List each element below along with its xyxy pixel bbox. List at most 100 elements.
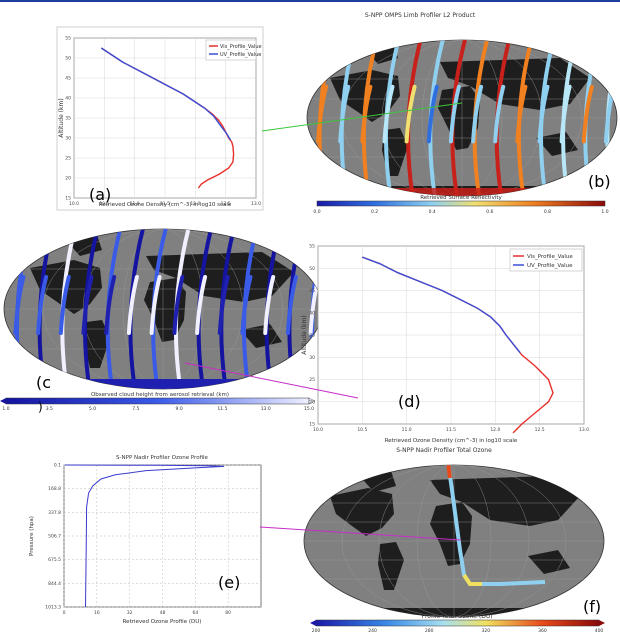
orbit-swath-segment [537, 84, 550, 144]
map-f-orbit-track [446, 465, 546, 586]
colorbar-c [5, 397, 310, 405]
panel-a-x-ticks: 10.0 10.5 11.0 11.5 12.0 12.5 13.0 [69, 201, 261, 207]
panel-f: S-NPP Nadir Profiler Total Ozone Pro [303, 447, 605, 632]
panel-b-title: S-NPP OMPS Limb Profiler L2 Product [365, 12, 476, 19]
panel-d-y-ticks: 15 20 25 30 35 40 45 50 55 [309, 244, 315, 428]
y-tick-label: 55 [65, 36, 71, 42]
series-line [362, 256, 521, 354]
panel-e-title: S-NPP Nadir Profiler Ozone Profile [116, 455, 209, 461]
orbit-swath-segment [217, 275, 230, 335]
x-tick-label: 10.5 [357, 427, 367, 433]
x-tick-label: 10.0 [313, 427, 323, 433]
panel-d: 10.0 10.5 11.0 11.5 12.0 12.5 13.0 15 20 25 30 35 4… [301, 244, 589, 445]
colorbar-tick-label: 0.8 [544, 209, 551, 215]
x-tick-label: 32 [127, 610, 133, 616]
y-tick-label: 844.4 [48, 581, 61, 587]
x-tick-label: 10.0 [69, 201, 79, 207]
x-tick-label: 12.5 [221, 201, 231, 207]
colorbar-tick-label: 320 [482, 628, 491, 632]
orbit-swath-segment [13, 275, 26, 335]
legend-label-vis: Vis_Profile_Value [220, 44, 262, 50]
y-tick-label: 25 [309, 377, 315, 383]
y-tick-label: 45 [309, 288, 315, 294]
legend-label-uv-d: UV_Profile_Value [527, 263, 573, 269]
x-tick-label: 12.5 [535, 427, 545, 433]
x-tick-label: 11.5 [160, 201, 170, 207]
orbit-swath-segment [126, 275, 139, 335]
colorbar-c-min-arrow [0, 398, 6, 404]
panel-a-legend: Vis_Profile_Value UV_Profile_Value [205, 39, 262, 61]
colorbar-tick-label: 7.5 [132, 406, 139, 412]
panel-d-y-label: Altitude (km) [301, 315, 308, 354]
top-rule [0, 0, 620, 2]
orbit-swath-segment [81, 275, 94, 335]
panel-b: S-NPP OMPS Limb Profiler L2 Product Retr… [306, 12, 618, 215]
y-tick-label: 25 [65, 156, 71, 162]
panel-letter-a: (a) [89, 185, 111, 204]
colorbar-tick-label: 5.0 [89, 406, 96, 412]
panel-d-grid [317, 245, 585, 425]
panel-a-series [100, 47, 235, 189]
panel-letter-b: (b) [588, 172, 611, 191]
panel-letter-c: (c [36, 373, 51, 392]
map-f-track-high [446, 465, 452, 479]
legend-label-vis-d: Vis_Profile_Value [527, 254, 573, 260]
y-tick-label: 168.8 [48, 486, 61, 492]
orbit-swath-segment [263, 275, 276, 335]
x-tick-label: 11.0 [402, 427, 412, 433]
x-tick-label: 80 [225, 610, 231, 616]
series-line [100, 47, 232, 141]
orbit-swath-segment [285, 275, 298, 335]
x-tick-label: 64 [192, 610, 198, 616]
orbit-swath-segment [581, 84, 594, 144]
panel-e-grid [63, 464, 261, 608]
panel-e-y-label: Pressure (hpa) [29, 516, 35, 556]
x-tick-label: 12.0 [490, 427, 500, 433]
colorbar-b-label: Retrieved Surface Reflectivity [420, 195, 502, 201]
colorbar-tick-label: 0.2 [371, 209, 378, 215]
map-c-orbit-swaths [13, 229, 322, 389]
colorbar-tick-label: 400 [595, 628, 604, 632]
x-tick-label: 0 [63, 610, 66, 616]
connector-a-b [261, 102, 463, 132]
map-b-antarctic-highs [307, 188, 617, 196]
map-f-track-mid [462, 573, 482, 586]
y-tick-label: 50 [65, 56, 71, 62]
orbit-swath-segment [58, 275, 71, 335]
orbit-swath-segment [559, 84, 572, 144]
y-tick-label: 20 [309, 399, 315, 405]
colorbar-tick-label: 0.4 [429, 209, 436, 215]
y-tick-label: 30 [65, 136, 71, 142]
colorbar-b [316, 200, 606, 207]
orbit-swath-segment [404, 84, 417, 144]
x-tick-label: 16 [94, 610, 100, 616]
panel-d-legend: Vis_Profile_Value UV_Profile_Value [509, 248, 583, 272]
colorbar-tick-label: 0.0 [313, 209, 320, 215]
y-tick-label: 35 [65, 116, 71, 122]
panel-a-y-ticks: 15 20 25 30 35 40 45 50 55 [65, 36, 71, 202]
panel-a-grid [73, 37, 257, 199]
x-tick-label: 11.5 [446, 427, 456, 433]
panel-letter-e: (e) [218, 573, 240, 592]
map-c-content [4, 229, 322, 389]
orbit-swath-segment [195, 275, 208, 335]
colorbar-tick-label: 280 [425, 628, 434, 632]
orbit-swath-segment [471, 84, 484, 144]
panel-f-title: S-NPP Nadir Profiler Total Ozone [396, 447, 492, 454]
colorbar-tick-label: 1.0 [601, 209, 608, 215]
colorbar-tick-label: 3.5 [46, 406, 53, 412]
y-tick-label: 337.8 [48, 510, 61, 516]
connector-e-f [259, 526, 462, 541]
y-tick-label: 675.5 [48, 557, 61, 563]
x-tick-label: 48 [160, 610, 166, 616]
y-tick-label: 50 [309, 266, 315, 272]
colorbar-b-ticks: 0.0 0.2 0.4 0.6 0.8 1.0 [313, 209, 608, 215]
colorbar-tick-label: 9.0 [176, 406, 183, 412]
panel-letter-f: (f) [583, 597, 601, 616]
colorbar-f-label: Profile Total Ozone (DU) [421, 613, 492, 620]
orbit-swath-segment [36, 275, 49, 335]
colorbar-tick-label: 15.0 [304, 406, 314, 412]
colorbar-f-min-arrow [310, 620, 316, 626]
colorbar-f-max-arrow [599, 620, 605, 626]
panel-e-series [64, 464, 225, 608]
